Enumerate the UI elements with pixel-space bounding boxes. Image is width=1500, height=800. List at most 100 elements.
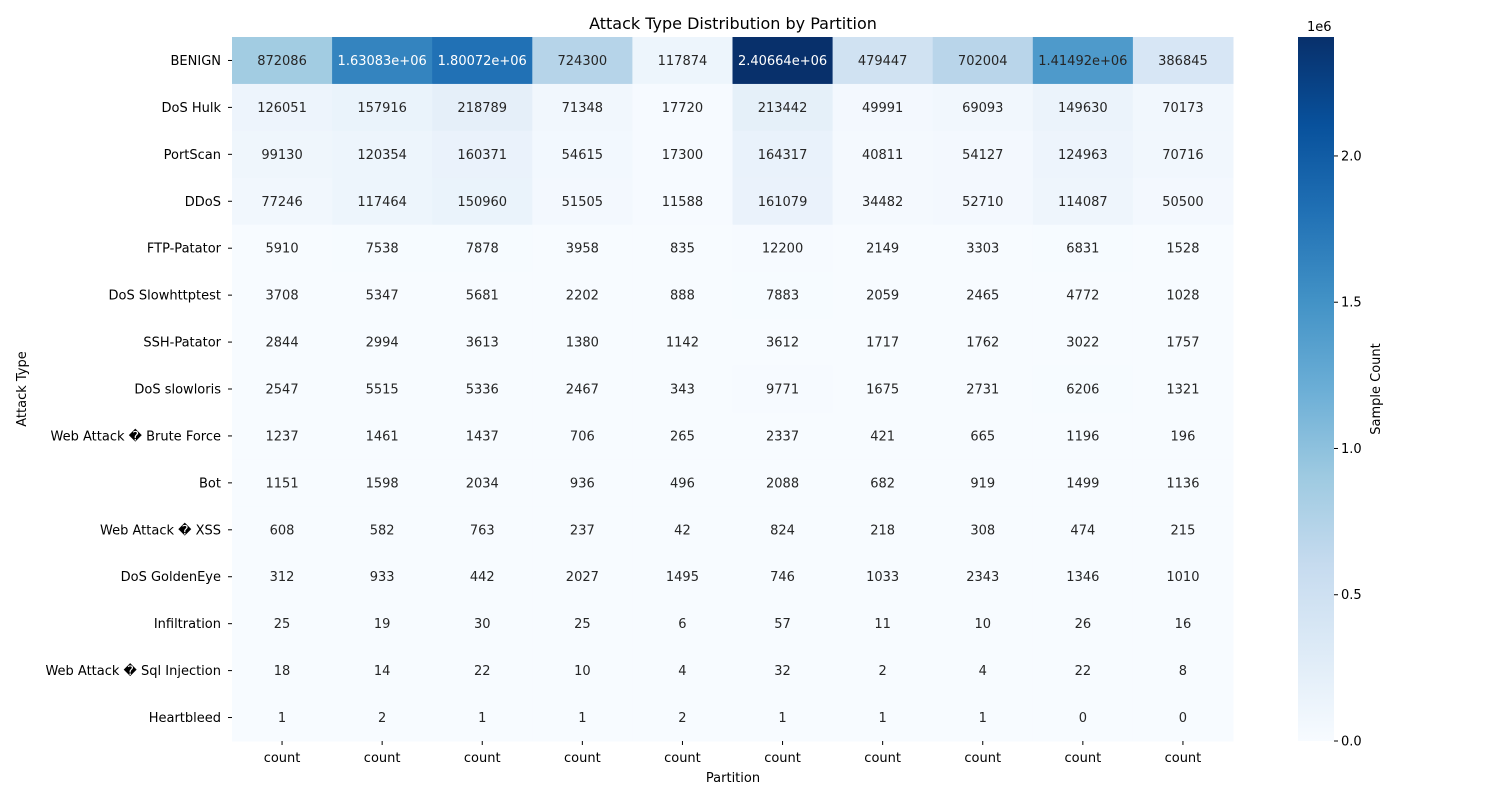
cell-value-label: 57 (774, 617, 791, 632)
heatmap-cell (432, 694, 533, 742)
heatmap-cell (1032, 318, 1134, 367)
heatmap-cell (432, 600, 533, 648)
heatmap-cell (732, 600, 834, 648)
cell-value-label: 17720 (662, 101, 703, 116)
cell-value-label: 835 (670, 242, 695, 257)
heatmap-cell (232, 412, 333, 460)
heatmap-cell (932, 647, 1034, 695)
x-tick-label: count (664, 751, 701, 766)
cell-value-label: 919 (970, 476, 995, 491)
colorbar-tick-label: 0.5 (1341, 588, 1362, 603)
heatmap-cell (932, 224, 1034, 273)
y-tick-label: PortScan (164, 148, 221, 163)
cell-value-label: 5336 (466, 383, 499, 398)
heatmap-cell (232, 37, 333, 85)
heatmap-cell (1032, 271, 1134, 320)
colorbar: 0.0 0.5 1.0 1.5 2.0 1e6 Sample Count (1298, 20, 1384, 750)
heatmap-cell (732, 177, 834, 226)
heatmap-cell (732, 459, 834, 507)
heatmap-cell (232, 553, 333, 601)
cell-value-label: 34482 (862, 195, 903, 210)
cell-value-label: 70173 (1162, 101, 1203, 116)
x-tick-labels: count count count count count count count count… (264, 741, 1201, 766)
heatmap-cell (1132, 647, 1234, 695)
heatmap-cell (632, 318, 733, 367)
heatmap-cell (1032, 459, 1134, 507)
cell-value-label: 2343 (966, 570, 999, 585)
cell-value-label: 1028 (1166, 289, 1199, 304)
cell-value-label: 1717 (866, 336, 899, 351)
x-axis-label: Partition (706, 771, 760, 786)
heatmap-cell (332, 83, 433, 132)
heatmap-cell (232, 83, 333, 132)
y-tick-label: DDoS (185, 195, 221, 210)
heatmap-cell (1132, 37, 1234, 85)
cell-value-label: 16 (1175, 617, 1192, 632)
heatmap-cell (1132, 83, 1234, 132)
heatmap-cell (532, 224, 633, 273)
heatmap-cell (332, 412, 433, 460)
cell-value-label: 1437 (466, 429, 499, 444)
heatmap-cell (1032, 694, 1134, 742)
cell-value-label: 2202 (566, 289, 599, 304)
cell-value-label: 54127 (962, 148, 1003, 163)
heatmap-cell (932, 365, 1034, 413)
cell-value-label: 213442 (758, 101, 808, 116)
heatmap-cell (232, 224, 333, 273)
cell-value-label: 3613 (466, 336, 499, 351)
heatmap-cell (632, 553, 733, 601)
cell-value-label: 160371 (457, 148, 507, 163)
x-tick-label: count (464, 751, 501, 766)
cell-value-label: 218789 (457, 101, 507, 116)
cell-value-label: 196 (1171, 429, 1196, 444)
heatmap-cell (1032, 647, 1134, 695)
cell-value-label: 888 (670, 289, 695, 304)
heatmap-cell (532, 506, 633, 554)
y-tick-label: SSH-Patator (143, 336, 221, 351)
cell-value-label: 4 (678, 664, 686, 679)
y-tick-label: DoS GoldenEye (121, 570, 221, 585)
cell-value-label: 3612 (766, 336, 799, 351)
heatmap-cell (832, 83, 934, 132)
heatmap-cell (832, 130, 934, 179)
cell-value-label: 2149 (866, 242, 899, 257)
heatmap-cell (732, 647, 834, 695)
heatmap-cell (632, 694, 733, 742)
heatmap-cell (832, 271, 934, 320)
heatmap-cell (1132, 553, 1234, 601)
heatmap-cell (232, 365, 333, 413)
cell-value-label: 1461 (366, 429, 399, 444)
heatmap-cell (1032, 365, 1134, 413)
heatmap-cell (1132, 224, 1234, 273)
cell-value-label: 1.41492e+06 (1038, 54, 1127, 69)
heatmap-cell (832, 318, 934, 367)
heatmap-cell (732, 694, 834, 742)
cell-value-label: 25 (574, 617, 591, 632)
cell-value-label: 1142 (666, 336, 699, 351)
heatmap-cell (732, 506, 834, 554)
x-tick-label: count (764, 751, 801, 766)
cell-value-label: 421 (870, 429, 895, 444)
cell-value-label: 149630 (1058, 101, 1108, 116)
heatmap-cell (632, 506, 733, 554)
x-tick-label: count (964, 751, 1001, 766)
cell-value-label: 12200 (762, 242, 803, 257)
heatmap-cell (832, 365, 934, 413)
cell-value-label: 706 (570, 429, 595, 444)
cell-value-label: 25 (274, 617, 291, 632)
cell-value-label: 164317 (758, 148, 808, 163)
cell-value-label: 2547 (266, 383, 299, 398)
heatmap-cell (1032, 130, 1134, 179)
cell-value-label: 10 (974, 617, 991, 632)
heatmap-cell (632, 177, 733, 226)
heatmap-cell (1032, 177, 1134, 226)
heatmap-cell (632, 83, 733, 132)
heatmap-cell (632, 365, 733, 413)
cell-value-label: 479447 (858, 54, 908, 69)
x-tick-label: count (264, 751, 301, 766)
heatmap-cell (932, 83, 1034, 132)
cell-value-label: 2 (378, 711, 386, 726)
cell-value-label: 120354 (357, 148, 407, 163)
cell-value-label: 2467 (566, 383, 599, 398)
